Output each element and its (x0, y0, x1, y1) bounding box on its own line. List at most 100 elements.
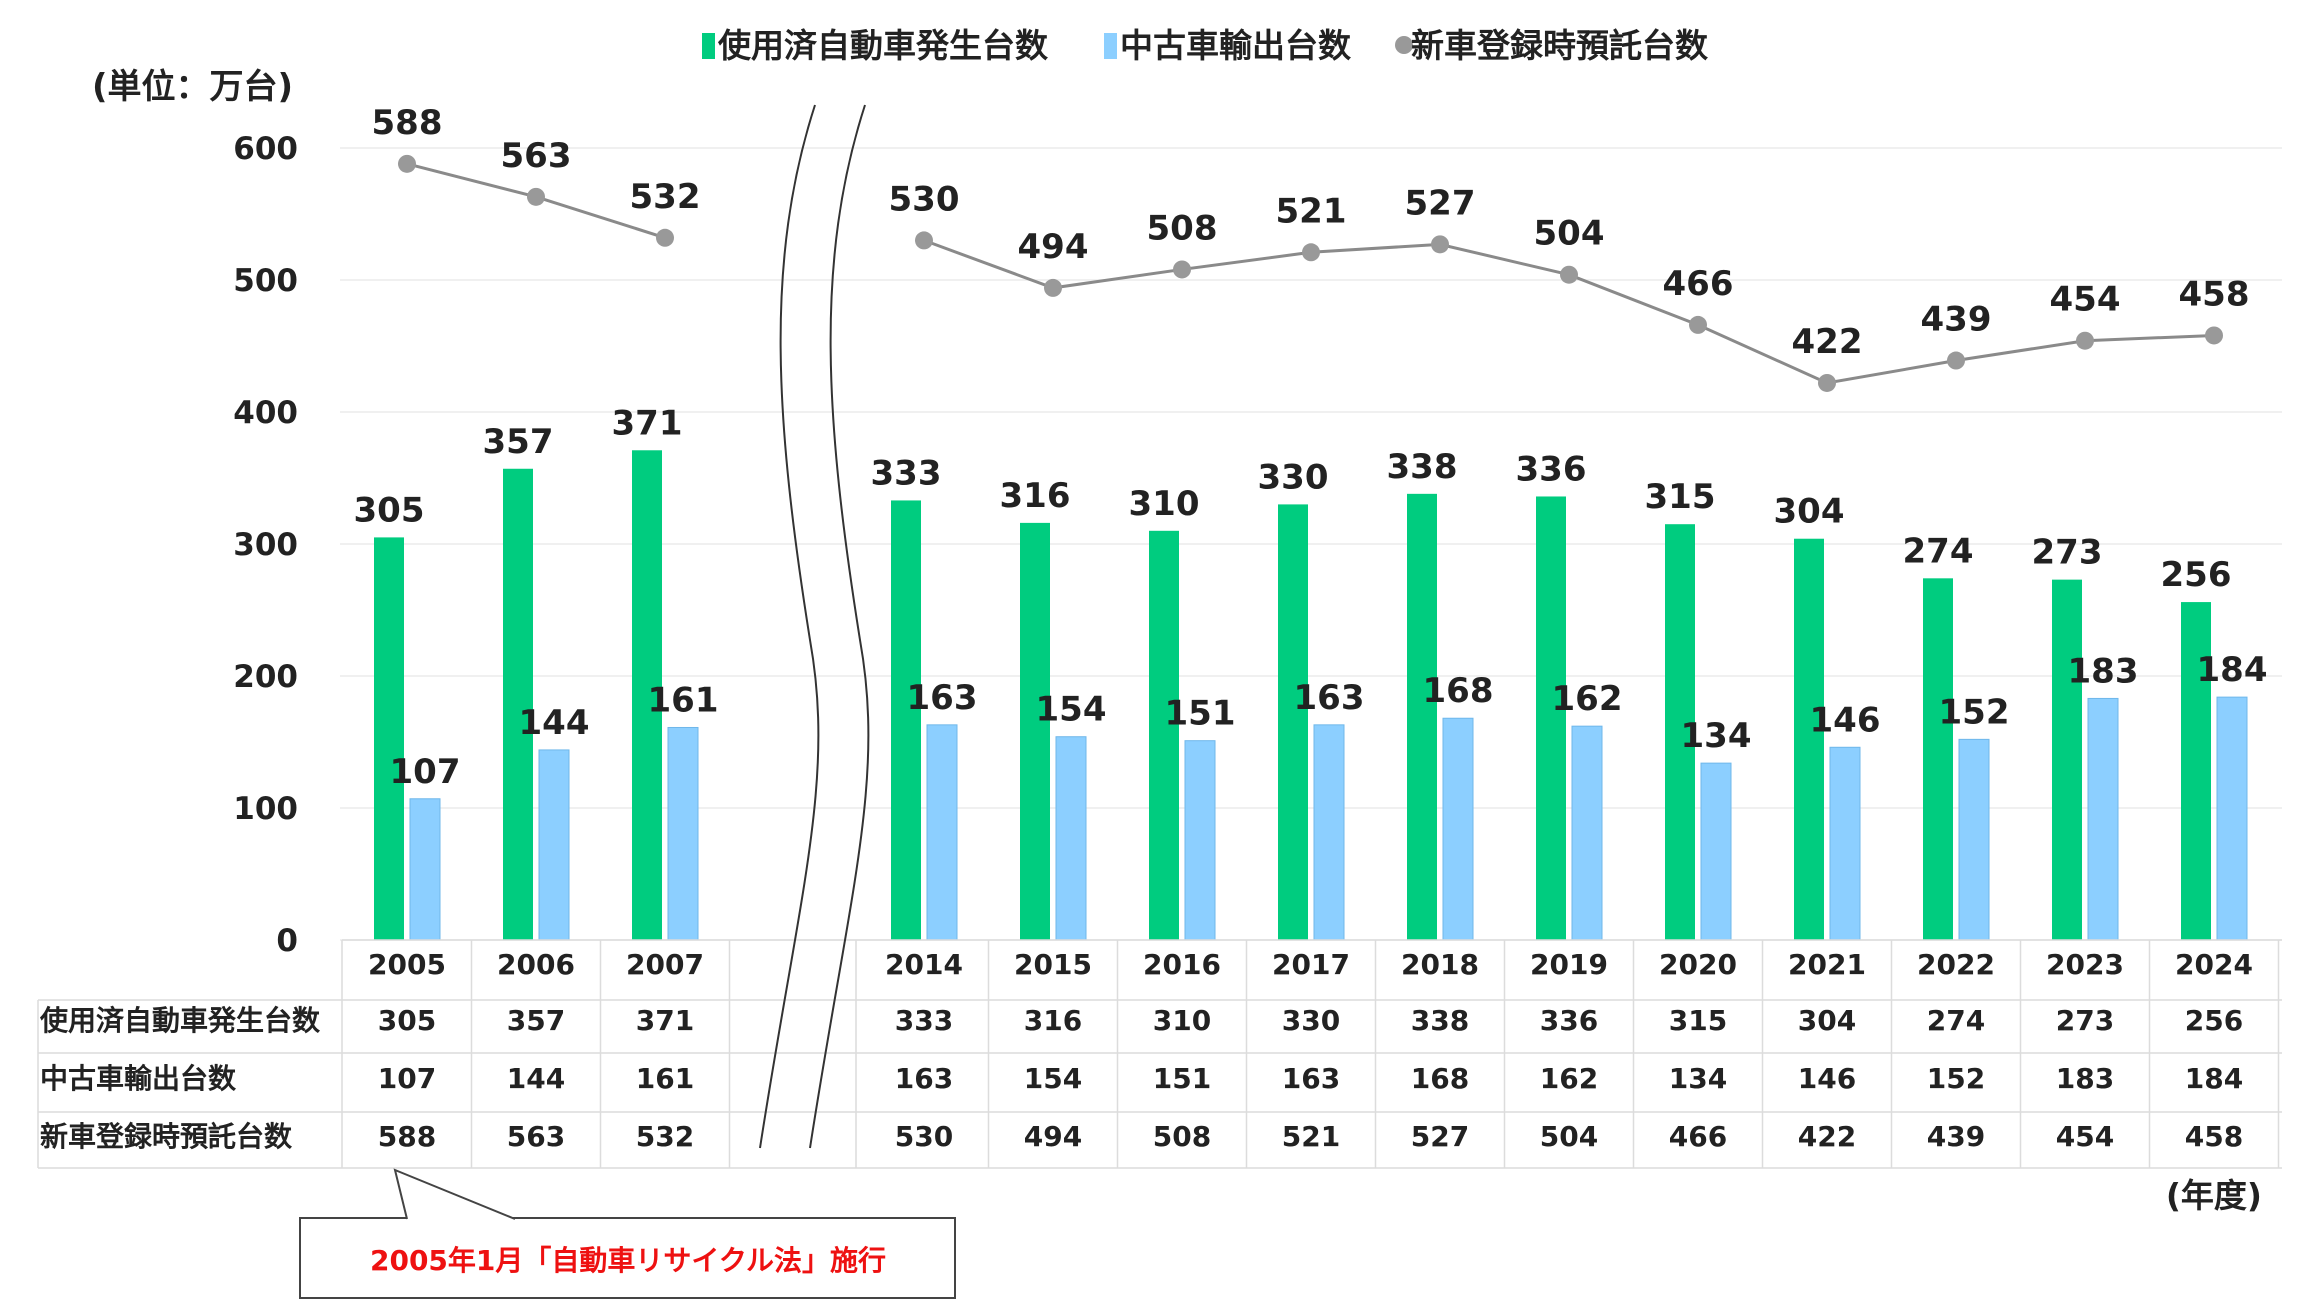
table-cell: 532 (636, 1120, 694, 1153)
table-cell: 162 (1540, 1062, 1598, 1095)
bar (1536, 496, 1566, 940)
table-cell: 333 (895, 1004, 953, 1037)
x-tick-label: 2007 (626, 948, 704, 981)
line-point (915, 231, 933, 250)
bar (2052, 579, 2082, 940)
bar (1184, 740, 1216, 941)
legend-label: 新車登録時預託台数 (1411, 26, 1709, 65)
line-value-label: 508 (1147, 208, 1218, 248)
bar-value-label: 152 (1939, 692, 2010, 732)
law-note: 2005年1月「自動車リサイクル法」施行 (370, 1244, 886, 1277)
line-point (1302, 243, 1320, 262)
bar-value-label: 371 (612, 403, 683, 443)
bar (1958, 738, 1990, 941)
bar-value-label: 168 (1423, 671, 1494, 711)
table-cell: 439 (1927, 1120, 1985, 1153)
y-tick-label: 200 (233, 659, 298, 695)
bar-value-label: 163 (907, 678, 978, 718)
line-value-label: 454 (2050, 280, 2121, 320)
bar-value-label: 162 (1552, 679, 1623, 719)
table-cell: 371 (636, 1004, 694, 1037)
table-cell: 274 (1927, 1004, 1985, 1037)
bar-value-label: 333 (871, 453, 942, 493)
x-tick-label: 2019 (1530, 948, 1608, 981)
line-point (527, 187, 545, 206)
table-cell: 466 (1669, 1120, 1727, 1153)
line-point (1173, 260, 1191, 279)
line-value-label: 563 (501, 136, 572, 176)
bar-value-label: 184 (2197, 650, 2268, 690)
bar-value-label: 154 (1036, 690, 1107, 730)
x-tick-label: 2018 (1401, 948, 1479, 981)
x-tick-label: 2024 (2175, 948, 2253, 981)
table-cell: 357 (507, 1004, 565, 1037)
bar (2216, 696, 2248, 941)
bar (1829, 746, 1861, 941)
line-value-label: 532 (630, 177, 701, 217)
bar (1055, 736, 1087, 941)
line-value-label: 521 (1276, 191, 1347, 231)
bar (667, 726, 699, 941)
table-cell: 151 (1153, 1062, 1211, 1095)
x-tick-label: 2021 (1788, 948, 1866, 981)
bar-value-label: 305 (354, 490, 425, 530)
line-point (1947, 351, 1965, 370)
table-cell: 107 (378, 1062, 436, 1095)
bar-value-label: 107 (390, 752, 461, 792)
table-cell: 494 (1024, 1120, 1082, 1153)
x-tick-label: 2022 (1917, 948, 1995, 981)
bar (1571, 725, 1603, 941)
table-cell: 454 (2056, 1120, 2114, 1153)
bar-value-label: 357 (483, 422, 554, 462)
table-cell: 527 (1411, 1120, 1469, 1153)
bar-value-label: 256 (2161, 555, 2232, 595)
line-value-label: 588 (372, 103, 443, 143)
table-cell: 508 (1153, 1120, 1211, 1153)
table-row-label: 使用済自動車発生台数 (39, 1004, 321, 1037)
bar (1700, 762, 1732, 941)
line-value-label: 422 (1792, 322, 1863, 362)
bar (926, 724, 958, 941)
table-cell: 154 (1024, 1062, 1082, 1095)
bars (374, 450, 2248, 941)
line-point (2076, 331, 2094, 350)
y-tick-label: 100 (233, 791, 298, 827)
line-value-label: 527 (1405, 183, 1476, 223)
bar-value-label: 151 (1165, 694, 1236, 734)
table-cell: 315 (1669, 1004, 1727, 1037)
line-point (1689, 315, 1707, 334)
bar (1442, 717, 1474, 941)
bar-value-label: 144 (519, 703, 590, 743)
table-cell: 530 (895, 1120, 953, 1153)
x-unit-label: (年度) (2166, 1176, 2262, 1215)
line-point (1044, 278, 1062, 297)
table-cell: 144 (507, 1062, 565, 1095)
bar-value-label: 163 (1294, 678, 1365, 718)
bar (409, 798, 441, 941)
bar-value-label: 304 (1774, 492, 1845, 532)
table-cell: 168 (1411, 1062, 1469, 1095)
table-cell: 256 (2185, 1004, 2243, 1037)
law-callout: 2005年1月「自動車リサイクル法」施行 (299, 1168, 956, 1299)
data-labels: 305 357 371 333 316 310 330 338 336 315 304 274 273 2… (354, 103, 2268, 792)
legend-marker (1395, 36, 1413, 54)
bar (374, 537, 404, 940)
bar (1149, 530, 1179, 940)
bar (1923, 578, 1953, 940)
table-cell: 152 (1927, 1062, 1985, 1095)
bar-value-label: 274 (1903, 531, 1974, 571)
legend-marker (702, 33, 715, 59)
bar-value-label: 330 (1258, 457, 1329, 497)
bar-value-label: 134 (1681, 716, 1752, 756)
table-cell: 338 (1411, 1004, 1469, 1037)
line-value-label: 530 (889, 179, 960, 219)
y-tick-label: 300 (233, 527, 298, 563)
line-point (1431, 235, 1449, 254)
bar-value-label: 273 (2032, 533, 2103, 573)
y-tick-label: 400 (233, 395, 298, 431)
legend-marker (1104, 33, 1117, 59)
legend: 使用済自動車発生台数 中古車輸出台数 新車登録時預託台数 (702, 26, 1709, 65)
line-value-label: 466 (1663, 264, 1734, 304)
bar-value-label: 338 (1387, 447, 1458, 487)
